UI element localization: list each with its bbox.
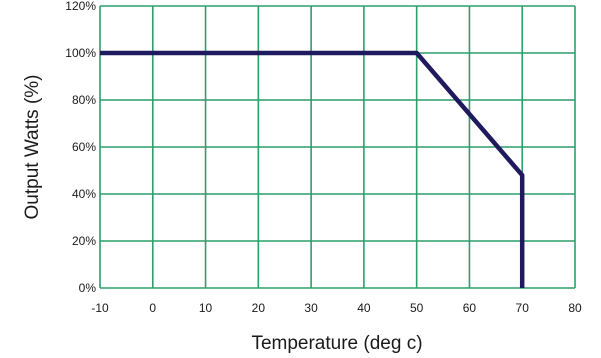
y-tick-label: 40% — [72, 187, 96, 201]
x-axis-title: Temperature (deg c) — [251, 333, 422, 354]
x-tick-label: 40 — [357, 301, 371, 315]
y-tick-label: 60% — [72, 140, 96, 154]
x-tick-label: 60 — [463, 301, 477, 315]
y-axis-title: Output Watts (%) — [22, 75, 43, 220]
x-tick-label: -10 — [91, 301, 109, 315]
y-tick-label: 0% — [79, 281, 97, 295]
derating-curve — [100, 50, 525, 288]
y-tick-label: 100% — [65, 46, 96, 60]
x-tick-label: 70 — [516, 301, 530, 315]
x-tick-label: 50 — [410, 301, 424, 315]
tick-labels: -10 0 10 20 30 40 50 60 70 80 0% 20% 40% 60% 80% 100% 12… — [65, 0, 582, 315]
x-tick-label: 20 — [252, 301, 266, 315]
series-layer — [100, 50, 525, 288]
y-tick-label: 80% — [72, 93, 96, 107]
y-tick-label: 20% — [72, 234, 96, 248]
x-tick-label: 0 — [149, 301, 156, 315]
x-tick-label: 80 — [568, 301, 582, 315]
x-tick-label: 30 — [304, 301, 318, 315]
y-tick-label: 120% — [65, 0, 96, 13]
x-tick-label: 10 — [199, 301, 213, 315]
